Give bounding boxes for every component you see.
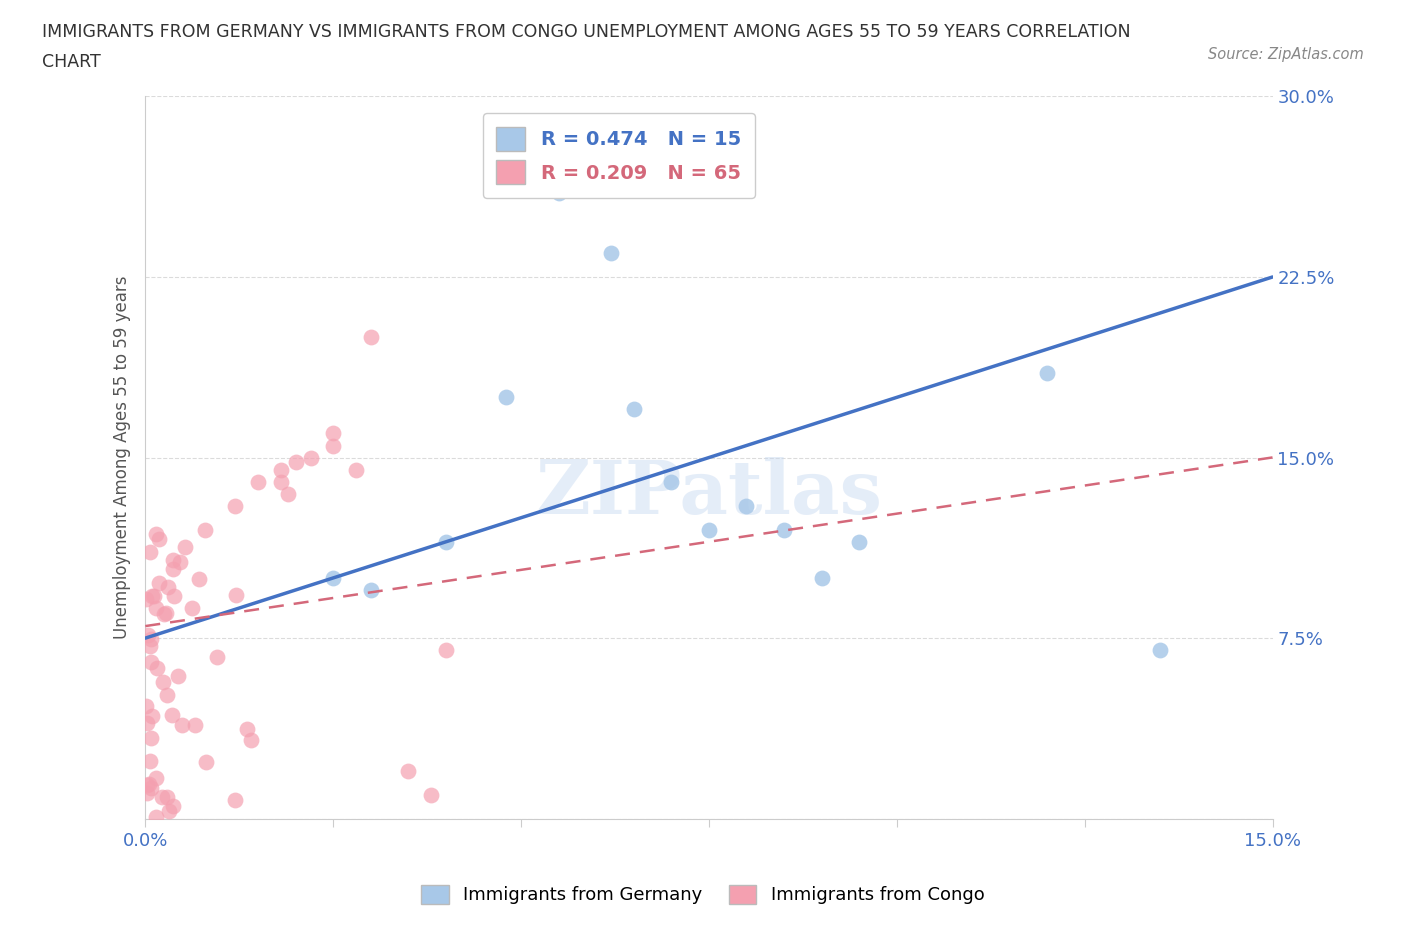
Point bbox=[163, 588, 186, 603]
Point bbox=[322, 438, 344, 453]
Text: ZIPatlas: ZIPatlas bbox=[536, 458, 883, 530]
Point bbox=[141, 780, 163, 795]
Point bbox=[299, 450, 322, 465]
Point bbox=[141, 589, 163, 604]
Point bbox=[180, 601, 202, 616]
Point bbox=[848, 535, 870, 550]
Point bbox=[145, 601, 167, 616]
Point bbox=[162, 562, 184, 577]
Point bbox=[396, 764, 419, 778]
Point bbox=[239, 733, 262, 748]
Point bbox=[145, 771, 167, 786]
Legend: Immigrants from Germany, Immigrants from Congo: Immigrants from Germany, Immigrants from… bbox=[415, 878, 991, 911]
Point bbox=[148, 576, 170, 591]
Point bbox=[152, 675, 174, 690]
Point bbox=[138, 777, 160, 791]
Point bbox=[174, 539, 197, 554]
Point bbox=[184, 717, 207, 732]
Point bbox=[157, 804, 180, 818]
Point bbox=[284, 455, 307, 470]
Point bbox=[143, 589, 166, 604]
Point bbox=[135, 777, 157, 792]
Point bbox=[1036, 365, 1059, 380]
Point bbox=[162, 552, 184, 567]
Point bbox=[167, 669, 190, 684]
Point bbox=[344, 462, 367, 477]
Point bbox=[141, 655, 163, 670]
Point bbox=[659, 474, 682, 489]
Point bbox=[172, 717, 194, 732]
Point bbox=[270, 462, 292, 477]
Point bbox=[277, 486, 299, 501]
Point bbox=[810, 570, 832, 585]
Point bbox=[156, 688, 179, 703]
Text: IMMIGRANTS FROM GERMANY VS IMMIGRANTS FROM CONGO UNEMPLOYMENT AMONG AGES 55 TO 5: IMMIGRANTS FROM GERMANY VS IMMIGRANTS FR… bbox=[42, 23, 1130, 41]
Point bbox=[139, 639, 162, 654]
Point bbox=[138, 627, 160, 642]
Point bbox=[141, 708, 163, 723]
Point bbox=[194, 754, 217, 769]
Point bbox=[434, 643, 457, 658]
Point bbox=[152, 607, 174, 622]
Point bbox=[270, 474, 292, 489]
Point bbox=[156, 790, 179, 804]
Point bbox=[169, 555, 191, 570]
Point bbox=[600, 246, 623, 260]
Point bbox=[495, 390, 517, 405]
Point bbox=[194, 523, 217, 538]
Point bbox=[224, 498, 246, 513]
Point bbox=[136, 786, 159, 801]
Point bbox=[1149, 643, 1171, 658]
Point bbox=[322, 570, 344, 585]
Point bbox=[773, 523, 796, 538]
Point bbox=[188, 572, 211, 587]
Legend: R = 0.474   N = 15, R = 0.209   N = 65: R = 0.474 N = 15, R = 0.209 N = 65 bbox=[482, 113, 755, 198]
Point bbox=[148, 531, 170, 546]
Point bbox=[235, 722, 257, 737]
Point bbox=[623, 402, 645, 417]
Point bbox=[141, 730, 163, 745]
Point bbox=[247, 474, 270, 489]
Point bbox=[322, 426, 344, 441]
Point bbox=[360, 582, 382, 597]
Point bbox=[207, 649, 229, 664]
Point bbox=[360, 330, 382, 345]
Point bbox=[139, 545, 162, 560]
Point bbox=[139, 631, 162, 646]
Point bbox=[136, 716, 159, 731]
Point bbox=[150, 790, 173, 804]
Point bbox=[162, 798, 184, 813]
Point bbox=[697, 523, 720, 538]
Y-axis label: Unemployment Among Ages 55 to 59 years: Unemployment Among Ages 55 to 59 years bbox=[114, 276, 131, 639]
Point bbox=[145, 526, 167, 541]
Point bbox=[225, 588, 247, 603]
Text: Source: ZipAtlas.com: Source: ZipAtlas.com bbox=[1208, 46, 1364, 61]
Text: CHART: CHART bbox=[42, 53, 101, 71]
Point bbox=[735, 498, 758, 513]
Point bbox=[139, 754, 162, 769]
Point bbox=[155, 605, 177, 620]
Point bbox=[135, 591, 157, 606]
Point bbox=[145, 660, 167, 675]
Point bbox=[434, 535, 457, 550]
Point bbox=[419, 787, 441, 802]
Point bbox=[224, 793, 246, 808]
Point bbox=[547, 185, 569, 200]
Point bbox=[135, 699, 157, 714]
Point bbox=[162, 708, 184, 723]
Point bbox=[145, 810, 167, 825]
Point bbox=[156, 579, 179, 594]
